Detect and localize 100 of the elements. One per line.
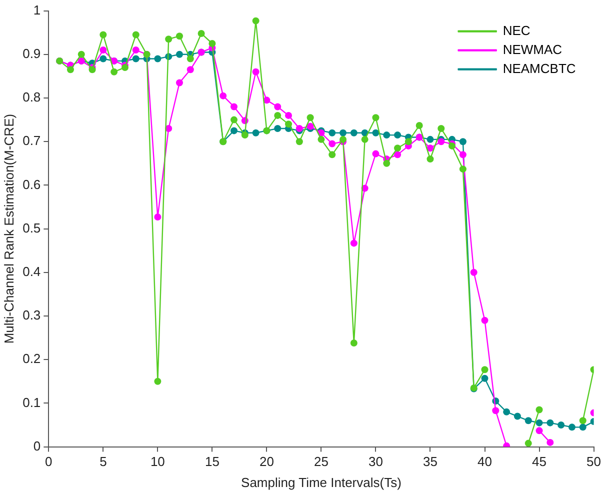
x-tick-label: 35 <box>423 454 438 470</box>
x-tick-label: 30 <box>368 454 383 470</box>
point <box>274 125 282 132</box>
point <box>230 127 238 134</box>
point <box>372 129 380 136</box>
point <box>78 50 85 58</box>
point <box>372 114 380 122</box>
x-tick-label: 5 <box>100 454 107 470</box>
point <box>558 422 565 428</box>
legend-label: NEC <box>502 22 530 38</box>
point <box>230 103 238 110</box>
point <box>132 31 140 38</box>
point <box>66 66 74 74</box>
point <box>438 138 445 146</box>
point <box>208 40 216 47</box>
x-tick-label: 40 <box>478 454 492 470</box>
y-axis-title: Multi-Channel Rank Estimation(M-CRE) <box>1 114 16 344</box>
point <box>383 160 390 167</box>
point <box>536 406 543 414</box>
point <box>100 46 107 54</box>
point <box>132 46 140 54</box>
point <box>394 144 402 152</box>
y-tick-label: 0.8 <box>22 90 41 105</box>
point <box>328 129 336 136</box>
y-tick-label: 0.2 <box>22 351 41 366</box>
point <box>524 417 532 424</box>
point <box>524 440 532 447</box>
point <box>492 407 500 414</box>
point <box>514 412 521 420</box>
point <box>568 424 576 431</box>
x-tick-label: 20 <box>259 454 274 470</box>
point <box>100 31 107 38</box>
y-tick-label: 0.6 <box>22 176 41 192</box>
point <box>296 138 303 146</box>
point <box>361 136 368 143</box>
point <box>350 129 358 136</box>
point <box>100 55 107 62</box>
y-tick-label: 0.5 <box>22 220 41 236</box>
x-axis-title: Sampling Time Intervals(Ts) <box>241 474 402 490</box>
point <box>481 374 488 382</box>
point <box>198 30 205 37</box>
point <box>372 150 380 158</box>
point <box>426 156 434 163</box>
x-tick-label: 50 <box>586 454 602 470</box>
point <box>285 112 292 119</box>
point <box>579 424 586 431</box>
point <box>220 92 227 100</box>
point <box>318 136 325 143</box>
point <box>340 136 347 143</box>
point <box>328 140 336 148</box>
point <box>394 151 402 158</box>
point <box>176 32 183 40</box>
point <box>426 144 434 152</box>
y-tick-label: 0.4 <box>22 264 41 279</box>
point <box>285 120 292 128</box>
x-tick-label: 10 <box>150 454 165 470</box>
point <box>176 50 183 58</box>
y-tick-label: 0.3 <box>22 308 41 323</box>
point <box>241 132 248 139</box>
point <box>438 125 445 132</box>
point <box>176 79 183 86</box>
x-tick-label: 25 <box>314 454 328 470</box>
point <box>340 129 347 136</box>
point <box>579 417 586 424</box>
point <box>481 316 488 324</box>
x-tick-label: 45 <box>532 454 546 470</box>
point <box>252 68 260 76</box>
y-tick-label: 1 <box>33 2 41 18</box>
point <box>536 419 543 426</box>
point <box>165 36 172 43</box>
point <box>88 66 96 74</box>
point <box>426 136 434 143</box>
x-tick-label: 15 <box>204 454 220 470</box>
point <box>274 112 282 119</box>
point <box>383 132 390 139</box>
point <box>536 427 543 434</box>
point <box>154 55 162 62</box>
point <box>154 214 162 221</box>
point <box>350 240 358 247</box>
point <box>230 116 238 124</box>
y-tick-label: 0 <box>33 438 41 454</box>
point <box>470 268 478 276</box>
point <box>186 66 194 74</box>
point <box>416 122 423 129</box>
point <box>481 366 488 374</box>
point <box>306 122 314 130</box>
point <box>110 68 118 76</box>
point <box>328 151 336 158</box>
point <box>546 438 554 446</box>
point <box>274 103 282 110</box>
point <box>350 340 358 347</box>
point <box>459 138 466 146</box>
x-tick-label: 0 <box>45 454 52 470</box>
point <box>306 114 314 122</box>
legend-label: NEWMAC <box>502 42 562 57</box>
point <box>252 129 260 136</box>
point <box>132 55 140 62</box>
point <box>503 408 510 416</box>
point <box>404 138 412 146</box>
point <box>186 55 194 62</box>
